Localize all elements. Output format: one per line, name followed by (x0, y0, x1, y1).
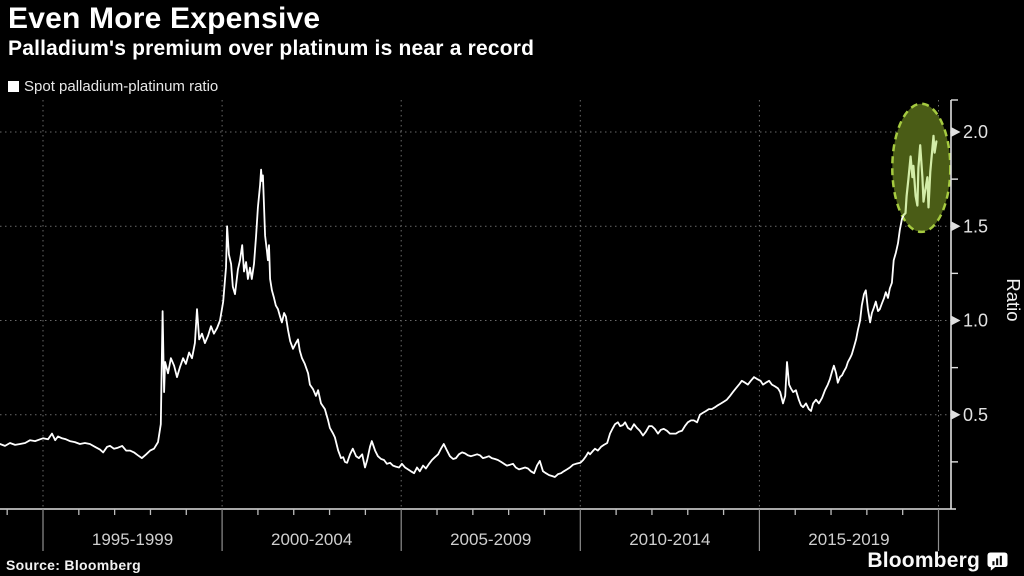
y-tick-arrow (951, 127, 961, 137)
bloomberg-wordmark: Bloomberg (867, 549, 980, 572)
chart-header: Even More Expensive Palladium's premium … (8, 2, 534, 62)
x-group-label: 2000-2004 (271, 530, 352, 549)
bloomberg-brand: Bloomberg (867, 549, 1008, 573)
chart-title: Even More Expensive (8, 2, 321, 35)
y-tick-arrow (951, 221, 961, 232)
y-tick-label: 2.0 (963, 122, 988, 142)
chart-subtitle: Palladium's premium over platinum is nea… (8, 37, 535, 60)
y-tick-label: 1.0 (963, 311, 988, 331)
bloomberg-logo-icon (987, 552, 1008, 571)
y-tick-label: 1.5 (963, 216, 988, 236)
x-group-label: 2015-2019 (808, 530, 889, 549)
x-group-label: 2005-2009 (450, 530, 531, 549)
ratio-axis-title: Ratio (1003, 278, 1024, 321)
y-tick-arrow (951, 315, 961, 326)
x-group-label: 2010-2014 (629, 530, 710, 549)
y-tick-arrow (951, 409, 961, 420)
y-tick-label: 0.5 (963, 405, 988, 425)
ratio-line (0, 168, 905, 478)
x-group-label: 1995-1999 (92, 530, 173, 549)
chart-legend: Spot palladium-platinum ratio (8, 78, 218, 95)
source-credit: Source: Bloomberg (6, 557, 142, 573)
ratio-line-highlight (902, 134, 938, 216)
legend-label: Spot palladium-platinum ratio (24, 78, 219, 95)
legend-swatch-icon (8, 81, 19, 92)
